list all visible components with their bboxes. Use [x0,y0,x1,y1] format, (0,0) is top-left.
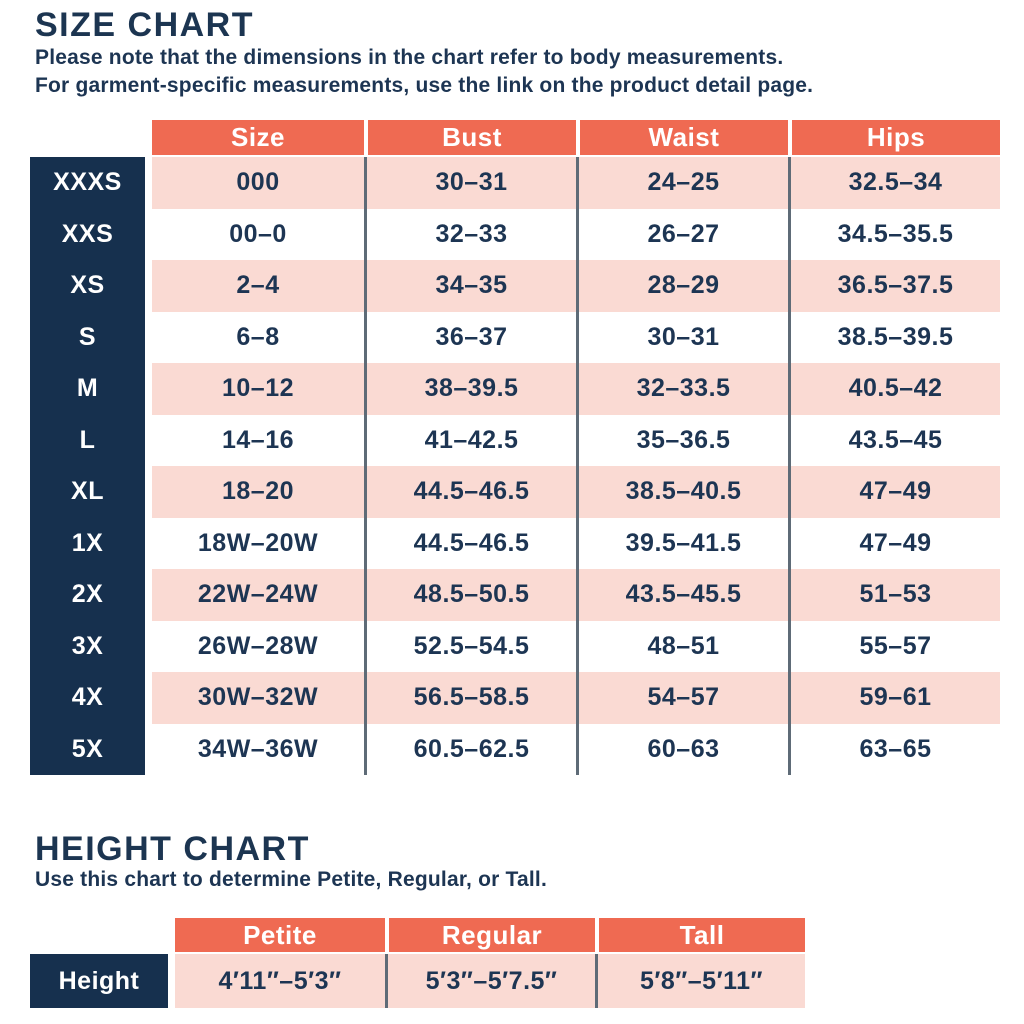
column-header-tall: Tall [595,918,805,952]
size-cell-3x-size: 26W–28W [152,620,364,672]
size-cell-m-waist: 32–33.5 [576,363,788,415]
size-cell-xxxs-hips: 32.5–34 [788,157,1000,209]
size-row-label-column: XXXS XXS XS S M L XL 1X 2X 3X 4X 5X [30,157,145,775]
column-header-waist: Waist [576,120,788,155]
size-cell-l-bust: 41–42.5 [364,414,576,466]
size-data-grid: 000 30–31 24–25 32.5–34 00–0 32–33 26–27 34.5–3… [152,157,1000,775]
size-cell-1x-size: 18W–20W [152,517,364,569]
column-header-regular: Regular [385,918,595,952]
size-cell-1x-bust: 44.5–46.5 [364,517,576,569]
size-cell-s-size: 6–8 [152,311,364,363]
size-cell-l-size: 14–16 [152,414,364,466]
size-cell-s-hips: 38.5–39.5 [788,311,1000,363]
size-cell-4x-bust: 56.5–58.5 [364,672,576,724]
size-cell-xl-bust: 44.5–46.5 [364,466,576,518]
size-cell-2x-size: 22W–24W [152,569,364,621]
size-cell-xxs-bust: 32–33 [364,208,576,260]
size-chart-note: Please note that the dimensions in the c… [35,44,813,100]
height-cell-regular: 5′3″–5′7.5″ [385,954,595,1008]
size-cell-4x-hips: 59–61 [788,672,1000,724]
height-chart-note: Use this chart to determine Petite, Regu… [35,868,548,891]
column-header-hips: Hips [788,120,1000,155]
size-cell-2x-bust: 48.5–50.5 [364,569,576,621]
size-chart-body: XXXS XXS XS S M L XL 1X 2X 3X 4X 5X 000 30–31 24–25 32… [30,157,1000,775]
size-cell-1x-waist: 39.5–41.5 [576,517,788,569]
height-chart-body: Height 4′11″–5′3″ 5′3″–5′7.5″ 5′8″–5′11″ [30,954,805,1008]
size-row-label-xxs: XXS [61,219,114,248]
height-cell-tall: 5′8″–5′11″ [595,954,805,1008]
size-cell-m-hips: 40.5–42 [788,363,1000,415]
size-cell-xs-size: 2–4 [152,260,364,312]
size-cell-xs-bust: 34–35 [364,260,576,312]
size-chart-note-line1: Please note that the dimensions in the c… [35,46,784,69]
size-row-label-xxxs: XXXS [53,168,122,197]
height-chart-header-row: Petite Regular Tall [175,918,805,952]
size-cell-3x-hips: 55–57 [788,620,1000,672]
size-cell-5x-hips: 63–65 [788,723,1000,775]
size-row-label-l: L [79,425,96,454]
size-chart-note-line2: For garment-specific measurements, use t… [35,74,814,97]
size-cell-4x-size: 30W–32W [152,672,364,724]
size-row-label-s: S [78,322,97,351]
size-row-label-xl: XL [71,477,104,506]
size-cell-3x-bust: 52.5–54.5 [364,620,576,672]
size-cell-2x-waist: 43.5–45.5 [576,569,788,621]
height-cell-petite: 4′11″–5′3″ [175,954,385,1008]
size-cell-xxxs-bust: 30–31 [364,157,576,209]
height-chart-title: HEIGHT CHART [35,830,310,868]
size-cell-s-waist: 30–31 [576,311,788,363]
size-cell-s-bust: 36–37 [364,311,576,363]
height-row-label: Height [30,954,168,1008]
size-row-label-m: M [76,374,99,403]
column-header-bust: Bust [364,120,576,155]
size-cell-4x-waist: 54–57 [576,672,788,724]
size-cell-l-waist: 35–36.5 [576,414,788,466]
size-cell-xl-waist: 38.5–40.5 [576,466,788,518]
height-chart-table: Petite Regular Tall Height 4′11″–5′3″ 5′… [30,918,805,1008]
size-chart-title: SIZE CHART [35,6,254,44]
size-row-label-xs: XS [70,271,105,300]
size-cell-3x-waist: 48–51 [576,620,788,672]
size-cell-xxxs-waist: 24–25 [576,157,788,209]
height-data-grid: 4′11″–5′3″ 5′3″–5′7.5″ 5′8″–5′11″ [175,954,805,1008]
size-cell-xl-size: 18–20 [152,466,364,518]
size-cell-xs-waist: 28–29 [576,260,788,312]
size-cell-l-hips: 43.5–45 [788,414,1000,466]
size-cell-xxs-size: 00–0 [152,208,364,260]
size-cell-1x-hips: 47–49 [788,517,1000,569]
column-header-size: Size [152,120,364,155]
size-cell-5x-size: 34W–36W [152,723,364,775]
size-cell-m-bust: 38–39.5 [364,363,576,415]
size-chart-header-row: Size Bust Waist Hips [152,120,1000,155]
size-row-label-1x: 1X [71,528,104,557]
size-row-label-2x: 2X [71,580,104,609]
size-cell-xl-hips: 47–49 [788,466,1000,518]
size-cell-xxs-waist: 26–27 [576,208,788,260]
size-cell-xxxs-size: 000 [152,157,364,209]
size-cell-xs-hips: 36.5–37.5 [788,260,1000,312]
size-cell-m-size: 10–12 [152,363,364,415]
column-header-petite: Petite [175,918,385,952]
size-cell-5x-bust: 60.5–62.5 [364,723,576,775]
size-cell-xxs-hips: 34.5–35.5 [788,208,1000,260]
size-row-label-4x: 4X [71,683,104,712]
size-cell-2x-hips: 51–53 [788,569,1000,621]
size-cell-5x-waist: 60–63 [576,723,788,775]
size-row-label-3x: 3X [71,631,104,660]
size-row-label-5x: 5X [71,734,104,763]
size-chart-table: Size Bust Waist Hips XXXS XXS XS S M L XL 1X 2X 3… [30,120,1000,775]
